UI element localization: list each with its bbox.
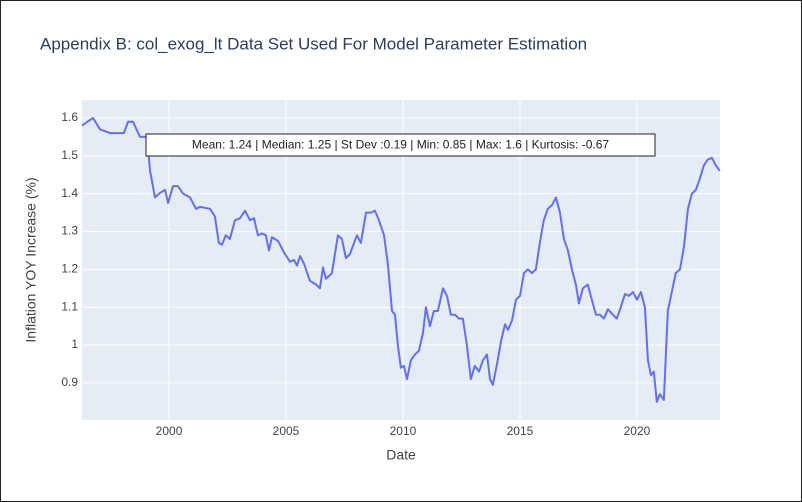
series-line [81,116,721,403]
y-tick-label: 1.5 [61,148,78,162]
y-tick-label: 1.2 [61,262,78,276]
chart-title: Appendix B: col_exog_lt Data Set Used Fo… [40,34,587,53]
x-tick-label: 2015 [507,424,534,438]
y-tick-label: 1 [71,337,78,351]
y-tick-label: 1.3 [61,224,78,238]
x-tick-label: 2010 [390,424,417,438]
y-tick-label: 1.4 [61,186,78,200]
y-axis-title: Inflation YOY Increase (%) [23,177,39,342]
annotation-box [145,133,656,157]
y-tick-label: 1.1 [61,299,78,313]
annotation: Mean: 1.24 | Median: 1.25 | St Dev :0.19… [192,138,609,152]
x-tick-label: 2000 [156,424,183,438]
y-tick-label: 0.9 [61,375,78,389]
marks [81,116,721,403]
x-tick-label: 2020 [624,424,651,438]
x-axis-title: Date [386,447,416,463]
x-tick-label: 2005 [273,424,300,438]
y-tick-label: 1.6 [61,110,78,124]
